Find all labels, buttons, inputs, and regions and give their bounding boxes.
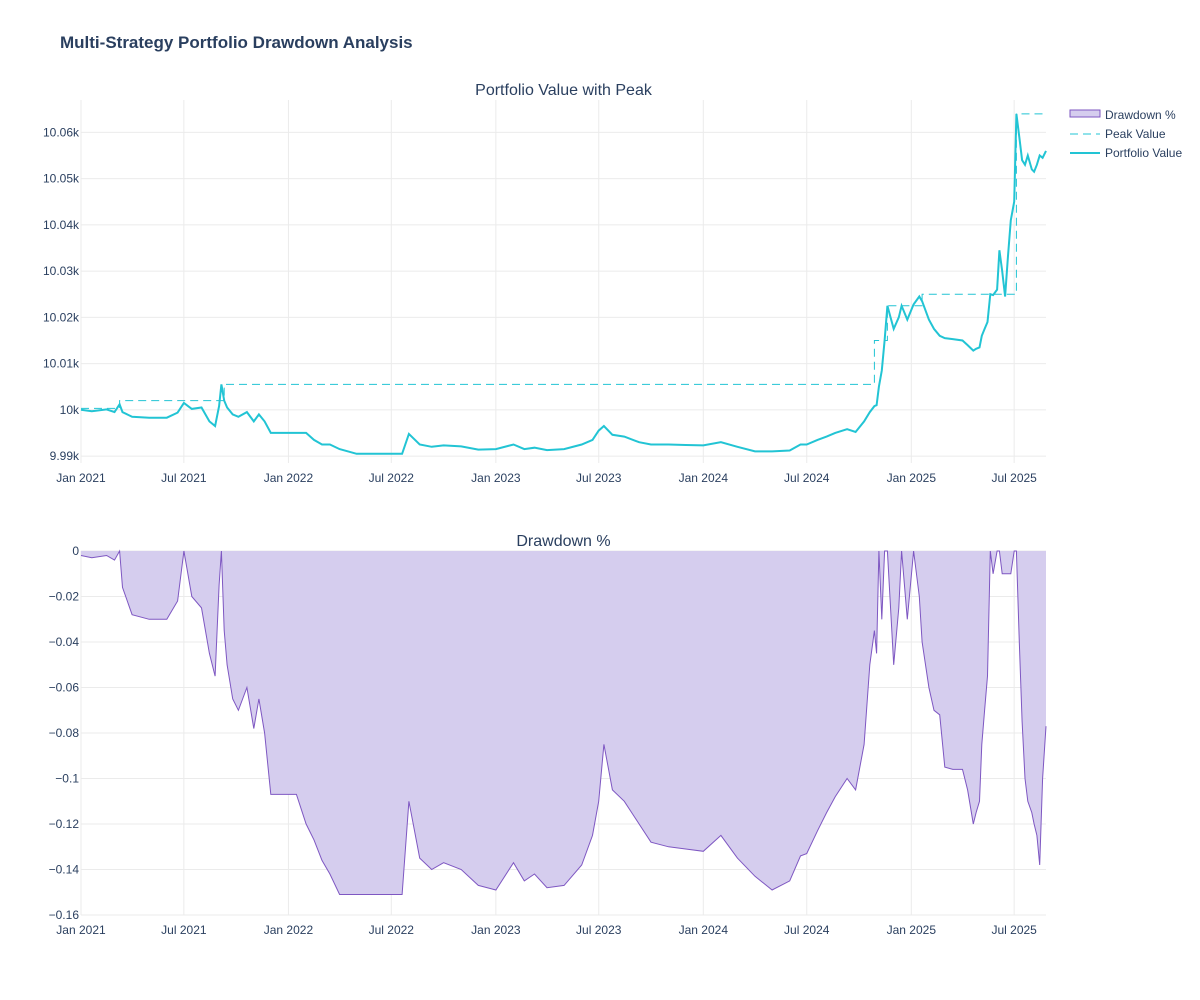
- subplot-title: Drawdown %: [516, 533, 610, 550]
- peak-value-line: [81, 113, 1046, 409]
- legend-label: Drawdown %: [1105, 108, 1176, 122]
- y-tick-label: 10.02k: [43, 310, 80, 324]
- x-tick-label: Jan 2023: [471, 923, 521, 937]
- x-tick-label: Jul 2025: [991, 471, 1037, 485]
- x-tick-label: Jul 2024: [784, 923, 830, 937]
- drawdown-area: [81, 551, 1046, 895]
- x-tick-label: Jan 2024: [679, 471, 729, 485]
- portfolio-value-line: [80, 113, 1047, 455]
- x-tick-label: Jan 2024: [679, 923, 729, 937]
- panel-2: Jan 2021 Jul 2021 Jan 2022 Jul 2022 Jan 2023…: [49, 533, 1047, 937]
- y-tick-label: −0.16: [49, 908, 80, 922]
- y-tick-label: −0.12: [49, 817, 80, 831]
- y-tick-label: −0.08: [49, 726, 80, 740]
- x-tick-label: Jul 2021: [161, 923, 207, 937]
- x-tick-label: Jan 2023: [471, 471, 521, 485]
- y-tick-label: −0.02: [49, 590, 80, 604]
- x-tick-label: Jan 2021: [56, 471, 106, 485]
- main-title: Multi-Strategy Portfolio Drawdown Analys…: [60, 33, 413, 52]
- subplot-title: Portfolio Value with Peak: [475, 82, 653, 99]
- drawdown-line: [80, 549, 1047, 895]
- legend[interactable]: Drawdown % Peak Value Portfolio Value: [1069, 108, 1182, 160]
- x-tick-label: Jul 2025: [991, 923, 1037, 937]
- y-tick-label: 10.03k: [43, 264, 80, 278]
- y-tick-label: 10.06k: [43, 125, 80, 139]
- legend-swatch: [1069, 109, 1101, 118]
- y-tick-label: −0.14: [49, 863, 80, 877]
- y-tick-label: −0.04: [49, 635, 80, 649]
- y-tick-label: 10.01k: [43, 357, 80, 371]
- x-tick-label: Jan 2022: [264, 471, 314, 485]
- y-tick-label: 9.99k: [50, 449, 80, 463]
- y-tick-label: 10k: [60, 403, 80, 417]
- x-tick-label: Jul 2021: [161, 471, 207, 485]
- y-tick-label: 0: [72, 544, 79, 558]
- x-tick-label: Jul 2023: [576, 471, 622, 485]
- x-tick-label: Jan 2021: [56, 923, 106, 937]
- legend-item[interactable]: Peak Value: [1070, 127, 1166, 141]
- y-tick-label: −0.06: [49, 681, 80, 695]
- legend-item[interactable]: Portfolio Value: [1070, 146, 1182, 160]
- panel-1: Jan 2021 Jul 2021 Jan 2022 Jul 2022 Jan 2023…: [43, 82, 1047, 485]
- x-tick-label: Jul 2022: [369, 471, 415, 485]
- x-tick-label: Jul 2022: [369, 923, 415, 937]
- legend-label: Portfolio Value: [1105, 146, 1182, 160]
- legend-item[interactable]: Drawdown %: [1069, 108, 1176, 122]
- y-tick-label: −0.1: [55, 772, 79, 786]
- x-tick-label: Jan 2022: [264, 923, 314, 937]
- x-tick-label: Jul 2023: [576, 923, 622, 937]
- y-tick-label: 10.05k: [43, 172, 80, 186]
- x-tick-label: Jan 2025: [887, 471, 937, 485]
- x-tick-label: Jul 2024: [784, 471, 830, 485]
- legend-label: Peak Value: [1105, 127, 1166, 141]
- y-tick-label: 10.04k: [43, 218, 80, 232]
- x-tick-label: Jan 2025: [887, 923, 937, 937]
